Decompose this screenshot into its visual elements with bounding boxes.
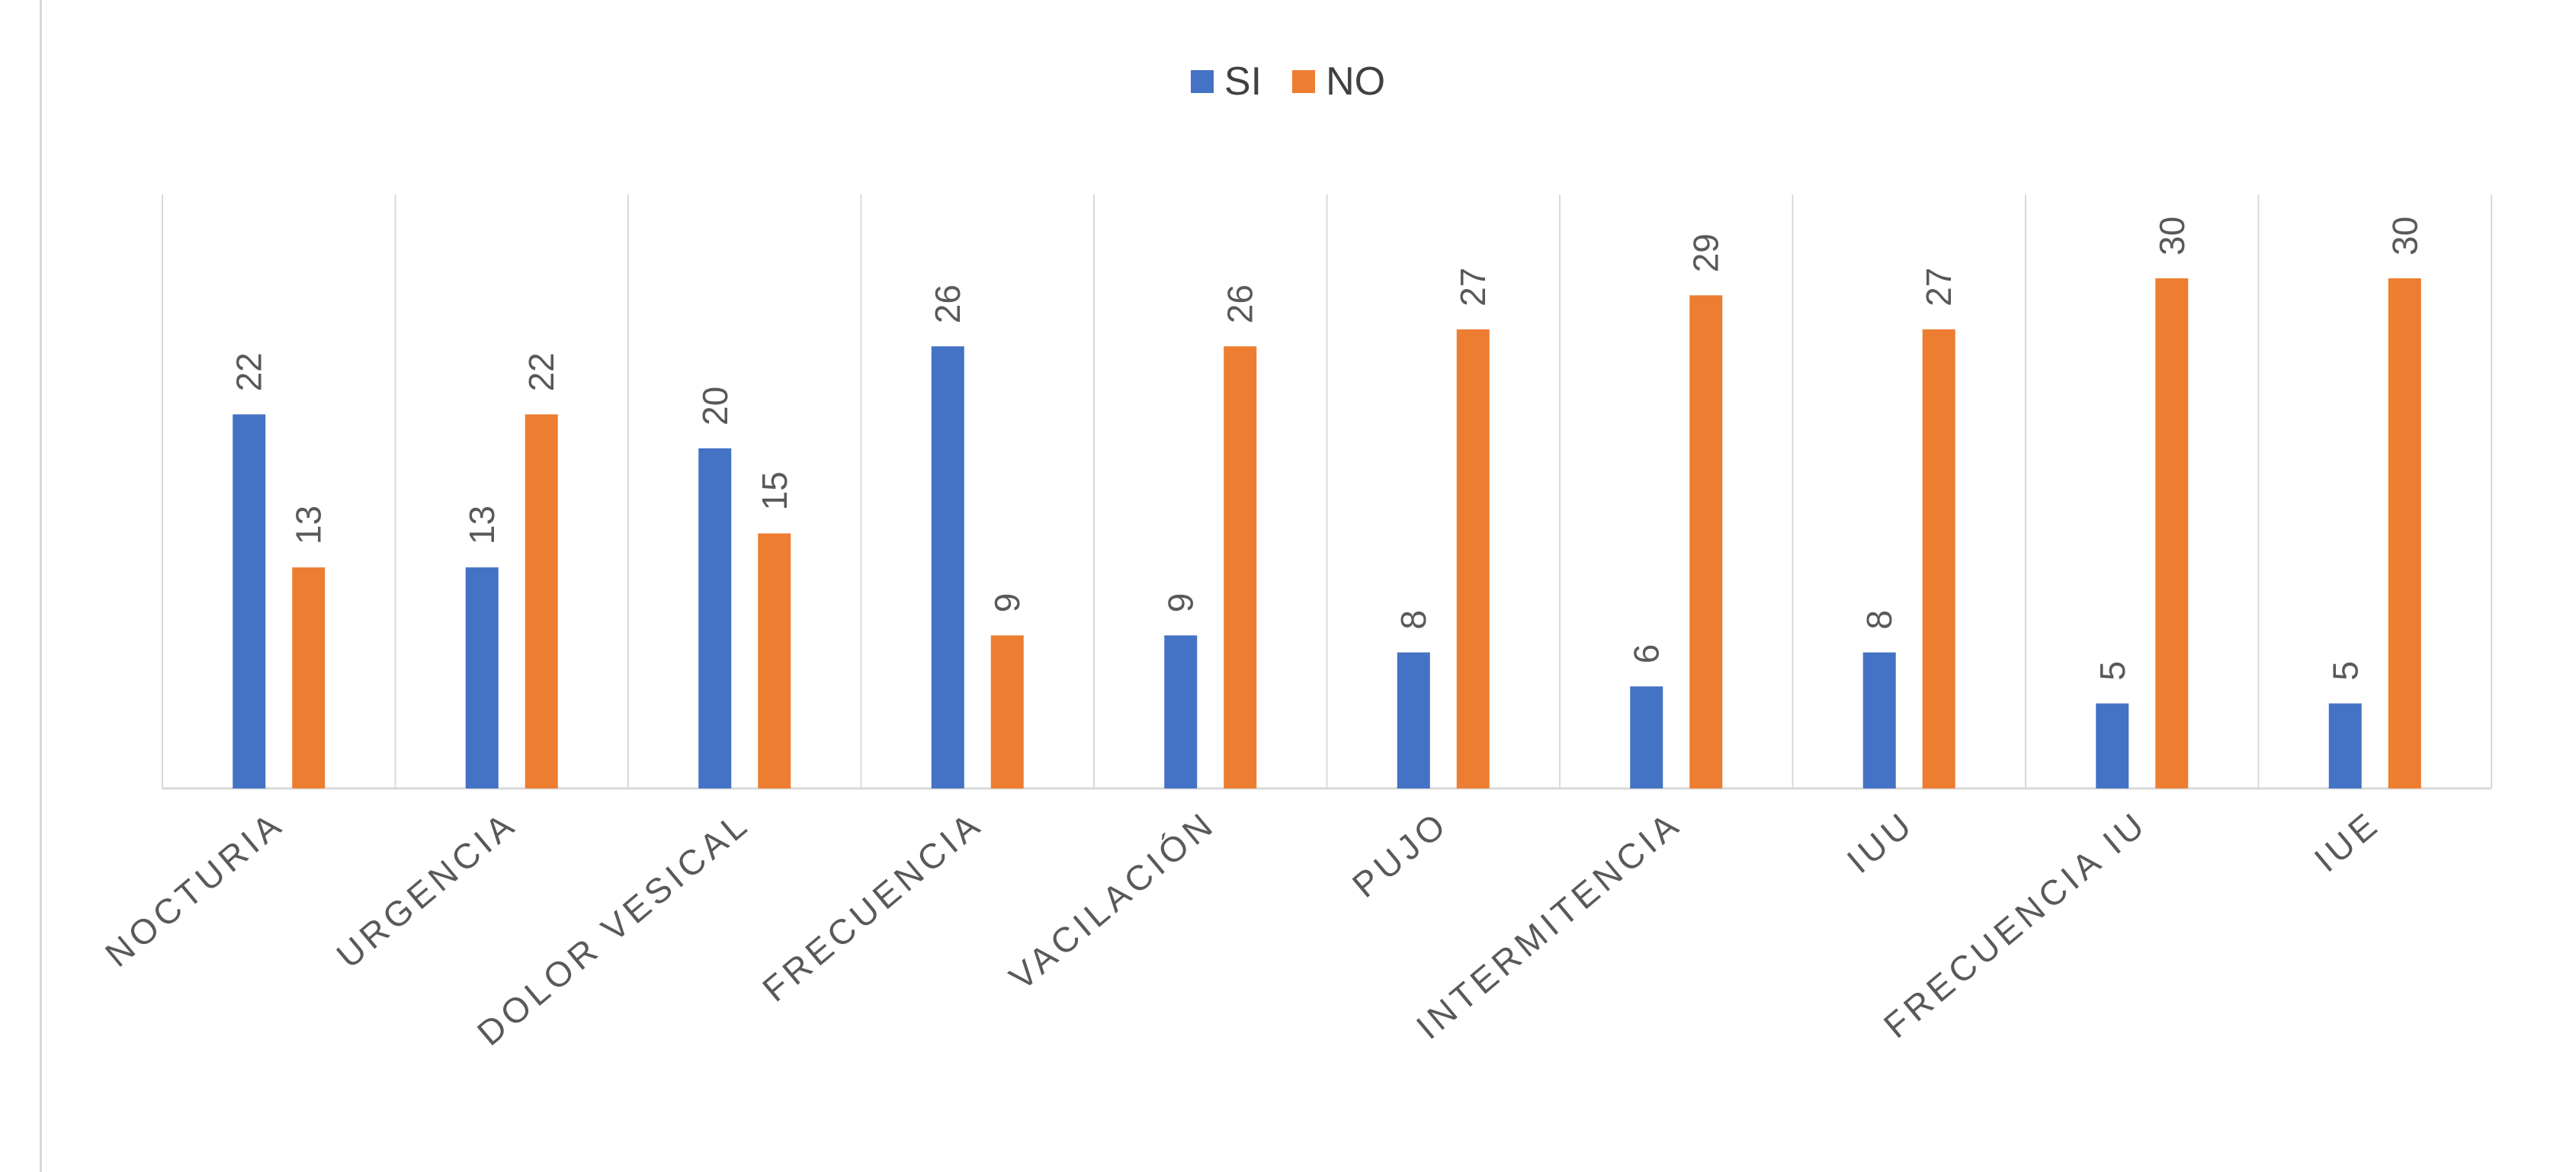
data-label: 5 — [2093, 661, 2132, 681]
data-label: 8 — [1394, 610, 1433, 630]
bar-si — [1164, 635, 1198, 788]
legend-item-no: NO — [1292, 62, 1385, 101]
bar-si — [465, 567, 499, 788]
data-label: 20 — [695, 387, 735, 425]
data-label: 9 — [987, 593, 1027, 613]
data-label: 27 — [1453, 268, 1493, 307]
bar-no — [990, 635, 1024, 788]
data-label: 22 — [229, 352, 269, 391]
data-label: 9 — [1161, 593, 1201, 613]
bar-no — [2388, 278, 2421, 788]
data-label: 29 — [1686, 233, 1726, 272]
legend: SI NO — [0, 47, 2576, 116]
category-tick-label: FRECUENCIA IU — [1876, 803, 2154, 1045]
legend-label-no: NO — [1326, 59, 1386, 104]
bar-no — [758, 533, 791, 788]
category-tick-label: URGENCIA — [329, 803, 524, 976]
legend-swatch-no — [1292, 70, 1316, 93]
bar-si — [931, 346, 964, 788]
bar-no — [1689, 295, 1723, 788]
data-label: 15 — [755, 471, 794, 510]
bar-si — [698, 448, 732, 788]
bar-no — [1922, 329, 1955, 788]
bar-si — [2328, 703, 2362, 788]
data-label: 27 — [1919, 268, 1958, 307]
bar-no — [292, 567, 326, 788]
data-label: 22 — [521, 352, 561, 391]
bar-no — [525, 414, 558, 788]
bar-no — [2155, 278, 2189, 788]
data-label: 13 — [289, 506, 329, 544]
legend-swatch-si — [1190, 70, 1214, 93]
data-label: 26 — [1221, 284, 1260, 323]
bar-si — [1862, 652, 1896, 788]
bar-si — [2096, 703, 2129, 788]
data-label: 6 — [1627, 644, 1667, 664]
data-label: 30 — [2385, 217, 2424, 255]
bar-si — [1397, 652, 1430, 788]
bar-no — [1224, 346, 1257, 788]
data-label: 26 — [928, 284, 967, 323]
category-tick-label: PUJO — [1345, 803, 1456, 905]
data-label: 13 — [462, 506, 502, 544]
frame-border — [40, 0, 42, 1172]
data-label: 5 — [2325, 661, 2365, 681]
bar-no — [1456, 329, 1490, 788]
data-label: 8 — [1859, 610, 1899, 630]
bar-si — [1630, 686, 1663, 788]
data-label: 30 — [2152, 217, 2192, 255]
legend-label-si: SI — [1224, 59, 1262, 104]
category-tick-label: INTERMITENCIA — [1409, 803, 1689, 1047]
category-tick-label: NOCTURIA — [98, 803, 291, 975]
category-tick-label: VACILACIÓN — [1002, 803, 1223, 997]
bar-si — [233, 414, 266, 788]
legend-item-si: SI — [1190, 59, 1262, 104]
category-tick-label: IUU — [1840, 803, 1922, 881]
category-tick-label: IUE — [2307, 803, 2388, 880]
category-tick-label: FRECUENCIA — [755, 803, 990, 1010]
